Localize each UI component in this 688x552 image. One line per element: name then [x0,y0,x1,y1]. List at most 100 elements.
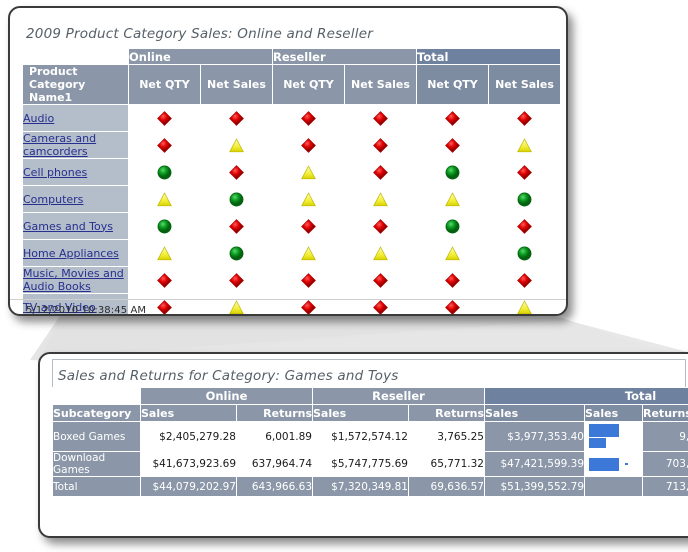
green-circle-icon [517,192,532,207]
table-row: Total $44,079,202.97 643,966.63 $7,320,349.… [52,476,688,497]
kpi-indicator-cell [272,266,345,294]
row-label-cell[interactable]: Cameras and camcorders [22,131,129,159]
table-row: Audio [22,104,562,132]
col-header-online-returns: Returns [236,404,313,422]
col-header-reseller-sales: Sales [312,404,409,422]
kpi-indicator-cell [200,266,273,294]
total-sales-bar-primary [589,457,619,471]
kpi-indicator-cell [128,185,201,213]
reseller-returns-cell: 3,765.25 [408,421,485,452]
yellow-triangle-icon [157,191,172,207]
red-diamond-icon [157,272,172,288]
group-header-online: Online [128,48,273,65]
yellow-triangle-icon [229,299,244,315]
yellow-triangle-icon [229,137,244,153]
kpi-indicator-cell [272,185,345,213]
col-header-total-netsales: Net Sales [487,64,562,105]
kpi-indicator-cell [200,104,273,132]
kpi-indicator-cell [200,158,273,186]
group-header-row: Online Reseller Total [22,48,562,65]
table-row: Home Appliances [22,239,562,267]
row-label-cell[interactable]: Computers [22,185,129,213]
online-returns-cell: 637,964.74 [236,451,313,477]
bottom-group-header-blank [52,387,141,405]
row-label-cell[interactable]: Cell phones [22,158,129,186]
total-sales-bar-secondary [589,438,606,448]
row-label-cell[interactable]: Home Appliances [22,239,129,267]
total-sales-bar-primary [589,424,619,437]
kpi-indicator-cell [200,212,273,240]
reseller-sales-cell: $7,320,349.81 [312,476,409,497]
subcategory-sales-table: Online Reseller Total Subcategory Sales … [52,387,688,497]
group-header-total: Total [415,48,562,65]
red-diamond-icon [373,110,388,126]
total-sales-cell: $51,399,552.79 [484,476,585,497]
subcategory-label-cell: Total [52,476,141,497]
category-link[interactable]: Games and Toys [23,219,113,233]
col-header-reseller-netqty: Net QTY [272,64,345,105]
category-link[interactable]: Computers [23,192,84,206]
col-header-total-netqty: Net QTY [416,64,489,105]
category-link[interactable]: Cell phones [23,165,88,179]
table-row: Games and Toys [22,212,562,240]
red-diamond-icon [229,164,244,180]
table-row: Music, Movies and Audio Books [22,266,562,294]
red-diamond-icon [301,137,316,153]
bottom-group-header-reseller: Reseller [312,387,485,405]
total-returns-cell: 9,767.14 [642,421,688,452]
red-diamond-icon [301,110,316,126]
red-diamond-icon [373,272,388,288]
table-row: Computers [22,185,562,213]
yellow-triangle-icon [517,137,532,153]
group-header-reseller: Reseller [272,48,417,65]
top-report-timestamp: 5/12/2010 10:38:45 AM [26,305,147,316]
table-row: Cameras and camcorders [22,131,562,159]
col-header-product-category: Product Category Name1 [22,64,129,105]
sub-header-row: Product Category Name1 Net QTY Net Sales… [22,64,562,105]
row-label-cell[interactable]: Games and Toys [22,212,129,240]
kpi-indicator-cell [200,293,273,315]
kpi-indicator-cell [272,212,345,240]
kpi-indicator-cell [344,266,417,294]
category-link[interactable]: Music, Movies and Audio Books [23,267,124,293]
total-returns-cell: 703,736.06 [642,451,688,477]
green-circle-icon [445,219,460,234]
kpi-indicator-cell [344,131,417,159]
row-label-cell[interactable]: Music, Movies and Audio Books [22,266,129,294]
kpi-indicator-cell [344,212,417,240]
col-header-reseller-returns: Returns [408,404,485,422]
green-circle-icon [229,246,244,261]
reseller-sales-cell: $5,747,775.69 [312,451,409,477]
category-link[interactable]: Audio [23,111,55,125]
kpi-indicator-cell [416,104,489,132]
green-circle-icon [445,165,460,180]
kpi-indicator-cell [272,239,345,267]
kpi-indicator-cell [416,239,489,267]
red-diamond-icon [517,272,532,288]
subcategory-label-cell: Download Games [52,451,141,477]
kpi-indicator-cell [272,131,345,159]
kpi-indicator-cell [128,239,201,267]
category-link[interactable]: Home Appliances [23,246,119,260]
col-header-reseller-netsales: Net Sales [344,64,417,105]
kpi-indicator-cell [344,239,417,267]
bottom-report-title: Sales and Returns for Category: Games an… [58,368,399,384]
yellow-triangle-icon [373,245,388,261]
kpi-indicator-cell [344,104,417,132]
kpi-indicator-cell [344,185,417,213]
red-diamond-icon [517,110,532,126]
kpi-indicator-cell [200,131,273,159]
kpi-indicator-cell [128,104,201,132]
total-sales-cell: $47,421,599.39 [484,451,585,477]
row-label-cell[interactable]: Audio [22,104,129,132]
online-sales-cell: $41,673,923.69 [140,451,237,477]
kpi-indicator-cell [416,185,489,213]
kpi-indicator-cell [487,293,562,314]
red-diamond-icon [373,164,388,180]
col-header-online-netqty: Net QTY [128,64,201,105]
category-link[interactable]: Cameras and camcorders [23,132,97,158]
yellow-triangle-icon [445,245,460,261]
col-header-total-returns: Returns [642,404,688,422]
kpi-indicator-cell [128,131,201,159]
